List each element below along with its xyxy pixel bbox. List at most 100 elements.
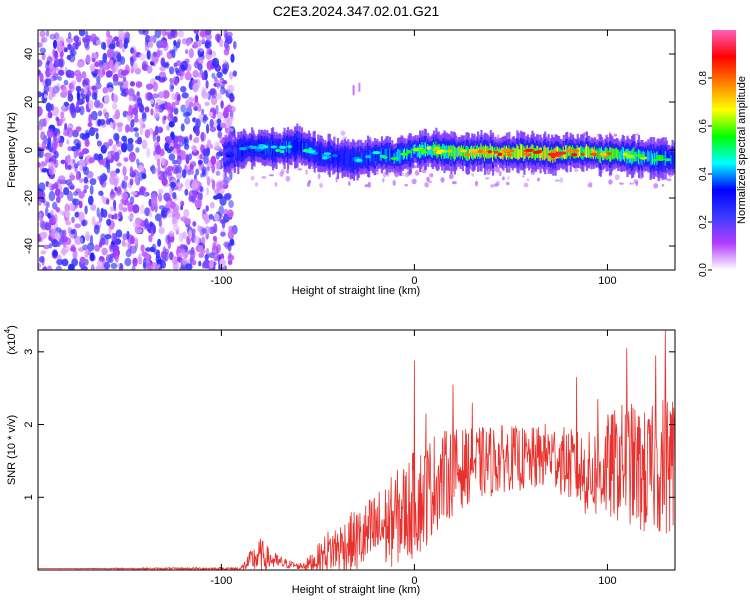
- faint-speck: [367, 181, 371, 188]
- noise-speckle: [128, 151, 136, 163]
- y-tick-label: 0: [23, 147, 35, 153]
- noise-speckle: [227, 259, 233, 265]
- ridge-core: [617, 149, 620, 161]
- noise-speckle: [66, 73, 72, 78]
- ridge-peak: [332, 154, 338, 158]
- x-tick-label: 100: [598, 275, 616, 287]
- noise-speckle: [130, 119, 135, 128]
- noise-speckle: [46, 30, 50, 37]
- faint-speck: [629, 182, 634, 185]
- noise-speckle: [158, 227, 165, 235]
- noise-speckle: [171, 49, 176, 59]
- noise-speckle: [183, 138, 188, 144]
- ridge-core: [300, 139, 304, 153]
- noise-speckle: [181, 258, 188, 265]
- noise-speckle: [205, 80, 209, 89]
- ridge-core: [236, 148, 239, 158]
- noise-speckle: [168, 66, 175, 75]
- ridge-core: [450, 145, 453, 160]
- faint-speck: [404, 183, 409, 187]
- noise-speckle: [188, 101, 194, 108]
- ridge-core: [546, 147, 549, 158]
- noise-speckle: [74, 163, 79, 169]
- ridge-peak: [497, 152, 503, 156]
- ridge-core: [391, 150, 394, 162]
- noise-speckle: [151, 93, 160, 99]
- noise-speckle: [213, 223, 218, 234]
- ridge-core: [419, 143, 422, 159]
- x-tick-label: -100: [210, 575, 232, 587]
- ridge-core: [353, 153, 356, 168]
- ridge-core: [496, 146, 499, 156]
- noise-speckle: [79, 132, 86, 139]
- noise-speckle: [160, 40, 168, 48]
- ridge-core: [269, 142, 272, 153]
- noise-speckle: [87, 250, 91, 256]
- noise-speckle: [155, 144, 162, 155]
- noise-speckle: [70, 184, 75, 190]
- noise-speckle: [129, 126, 135, 133]
- noise-speckle: [121, 207, 128, 213]
- noise-speckle: [180, 205, 184, 211]
- snr-y-axis-label: SNR (10 * v/v): [6, 415, 18, 485]
- noise-speckle: [168, 153, 176, 161]
- noise-speckle: [40, 250, 47, 255]
- noise-speckle: [53, 213, 58, 223]
- noise-speckle: [169, 181, 177, 188]
- noise-speckle: [82, 244, 89, 251]
- noise-speckle: [213, 195, 219, 200]
- ridge-core: [577, 147, 580, 158]
- noise-speckle: [129, 196, 135, 205]
- noise-speckle: [139, 204, 145, 215]
- ridge-core: [291, 140, 294, 151]
- ridge-peak: [306, 150, 316, 154]
- ridge-core: [241, 144, 244, 157]
- noise-speckle: [38, 59, 43, 67]
- noise-speckle: [67, 43, 72, 50]
- noise-speckle: [174, 99, 180, 106]
- noise-speckle: [46, 128, 54, 139]
- noise-speckle: [198, 191, 203, 202]
- ridge-core: [386, 148, 389, 161]
- noise-speckle: [204, 41, 212, 49]
- noise-speckle: [88, 99, 94, 110]
- noise-speckle: [43, 265, 47, 270]
- ridge-core: [361, 152, 364, 164]
- snr-x-axis-label: Height of straight line (km): [292, 584, 420, 596]
- noise-speckle: [127, 202, 134, 213]
- noise-speckle: [150, 108, 154, 116]
- ridge-core: [615, 147, 619, 159]
- noise-speckle: [56, 132, 61, 142]
- noise-speckle: [130, 191, 138, 196]
- colorbar-tick-label: 0.8: [698, 71, 709, 85]
- ridge-peak: [465, 153, 471, 157]
- noise-speckle: [146, 223, 151, 232]
- noise-speckle: [154, 75, 161, 81]
- ridge-core: [428, 145, 431, 155]
- noise-speckle: [159, 128, 163, 133]
- noise-speckle: [172, 159, 179, 165]
- noise-speckle: [148, 128, 154, 135]
- noise-speckle: [110, 206, 114, 212]
- noise-speckle: [172, 203, 180, 214]
- noise-speckle: [96, 75, 101, 84]
- noise-speckle: [67, 226, 71, 234]
- noise-speckle: [81, 71, 87, 79]
- noise-speckle: [228, 200, 234, 208]
- noise-speckle: [233, 41, 237, 50]
- noise-speckle: [48, 165, 54, 176]
- ridge-peak: [280, 150, 285, 154]
- faint-speck: [426, 176, 430, 182]
- noise-speckle: [154, 108, 160, 118]
- noise-speckle: [73, 35, 80, 42]
- noise-speckle: [52, 250, 58, 257]
- noise-speckle: [93, 224, 100, 235]
- ridge-peak: [364, 155, 372, 159]
- noise-speckle: [88, 195, 94, 206]
- noise-speckle: [94, 61, 100, 68]
- faint-speck: [588, 181, 593, 188]
- noise-speckle: [104, 233, 112, 240]
- noise-speckle: [76, 71, 81, 78]
- ridge-core: [397, 149, 400, 161]
